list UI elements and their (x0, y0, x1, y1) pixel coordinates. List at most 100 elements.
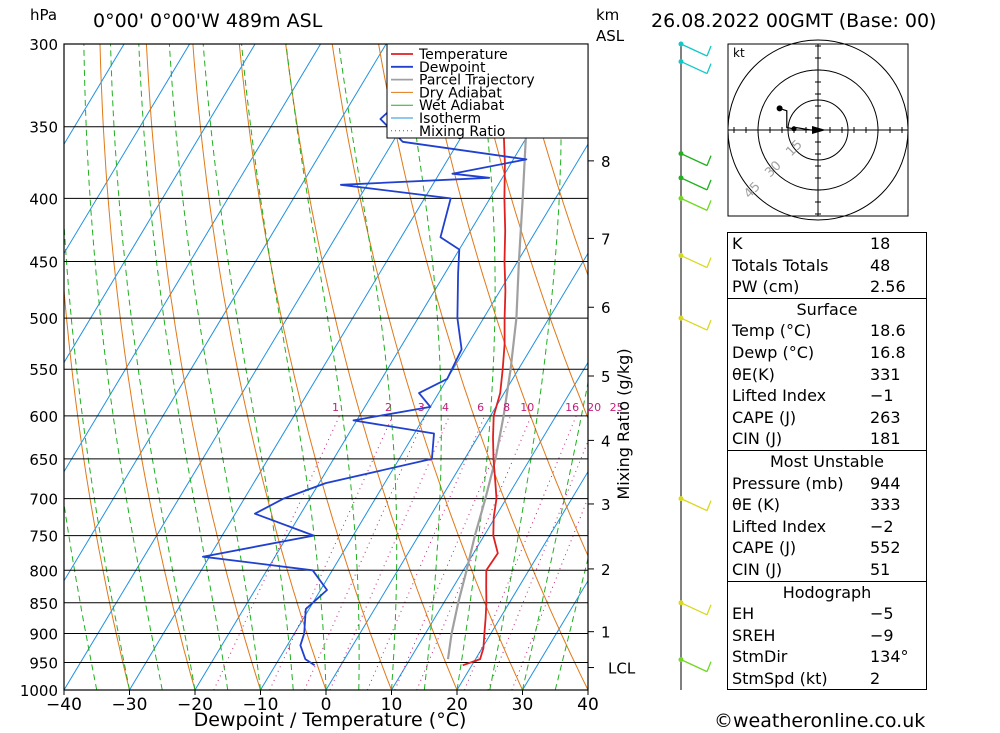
index-value: −9 (870, 625, 894, 645)
pressure-tick-label: 500 (29, 310, 58, 328)
mixing-ratio-axis-label: Mixing Ratio (g/kg) (614, 348, 633, 499)
dry-adiabat-line (927, 26, 1000, 690)
legend-label: Mixing Ratio (419, 124, 505, 140)
wind-barb-shaft (680, 498, 708, 512)
dry-adiabat-line (238, 44, 392, 690)
index-value: 331 (870, 364, 901, 384)
wind-barb-shaft (680, 659, 708, 673)
index-row: CAPE (J) 552 (728, 537, 927, 559)
height-tick-label: 3 (601, 496, 611, 514)
wind-barb-flag (706, 661, 712, 672)
index-label: CIN (J) (732, 559, 783, 579)
x-tick-label: 40 (577, 695, 599, 715)
dry-adiabat-line (99, 44, 196, 690)
dry-adiabat-line (64, 284, 130, 690)
index-label: StmDir (732, 647, 788, 667)
index-row: Temp (°C) 18.6 (728, 320, 927, 342)
index-value: 16.8 (870, 342, 906, 362)
index-row: Lifted Index −1 (728, 385, 927, 407)
dry-adiabat-line (285, 44, 458, 690)
section-title-row: Most Unstable (728, 450, 927, 472)
wind-barb-flag (706, 179, 712, 191)
index-row: θE(K) 331 (728, 364, 927, 386)
index-value: 552 (870, 538, 901, 558)
pressure-tick-label: 350 (29, 119, 58, 137)
pressure-tick-label: 400 (29, 190, 58, 208)
wet-adiabat-line (338, 44, 398, 690)
index-value: −1 (870, 386, 894, 406)
mixing-ratio-line (511, 496, 588, 690)
x-axis-label: Dewpoint / Temperature (°C) (194, 709, 467, 731)
height-tick-label: 4 (601, 432, 611, 450)
legend-label: Wet Adiabat (419, 98, 505, 114)
index-label: PW (cm) (732, 277, 800, 297)
legend-box (386, 43, 589, 139)
pressure-tick-label: 1000 (20, 682, 58, 700)
wet-adiabat-line (522, 379, 588, 690)
wet-adiabat-line (285, 44, 360, 690)
pressure-tick-label: 450 (29, 254, 58, 272)
index-label: θE(K) (732, 364, 775, 384)
wind-barb-flag (706, 604, 712, 616)
mixing-ratio-label: 4 (442, 401, 449, 414)
index-label: K (732, 234, 743, 253)
legend-label: Dewpoint (419, 60, 486, 76)
isotherm-line (456, 470, 588, 690)
index-value: 2 (870, 668, 881, 688)
most-unstable-indices: Most Unstable Pressure (mb) 944 θE (K) 333 Li… (727, 449, 927, 582)
height-tick-label: 5 (601, 368, 611, 386)
date-label: 26.08.2022 00GMT (Base: 00) (651, 10, 937, 32)
index-value: 263 (870, 407, 901, 427)
wind-barb-shaft (680, 153, 708, 167)
height-tick-label: 7 (601, 230, 611, 248)
mixing-ratio-labels: 1 2 3 4 6 8 10 16 20 25 (332, 401, 624, 414)
x-tick-label: −10 (243, 695, 279, 715)
isotherm-line (194, 44, 584, 690)
index-value: 333 (870, 495, 901, 515)
legend-label: Isotherm (419, 111, 481, 127)
index-label: EH (732, 604, 755, 624)
dry-adiabat-line (973, 26, 1000, 690)
index-row: StmDir 134° (728, 646, 927, 668)
height-tick-label: 2 (601, 561, 611, 579)
wet-adiabat-line (489, 44, 562, 690)
index-value: 134° (870, 647, 909, 667)
index-row: CIN (J) 51 (728, 559, 927, 581)
isotherm-line (64, 44, 125, 146)
isotherm-line (391, 361, 588, 690)
x-tick-label: −40 (46, 695, 82, 715)
isotherm-line (64, 44, 256, 364)
km-label: km (596, 6, 620, 24)
index-value: −2 (870, 516, 894, 536)
hodograph-point (791, 126, 797, 132)
index-label: θE (K) (732, 495, 780, 515)
isotherm-line (325, 252, 588, 690)
isotherm-line (64, 44, 387, 582)
mixing-ratio-label: 16 (565, 401, 579, 414)
wet-adiabat-line (202, 44, 294, 690)
pressure-unit: hPa (30, 6, 58, 24)
wind-barb-shaft (680, 43, 708, 57)
index-row: K 18 (728, 233, 927, 255)
legend-label: Dry Adiabat (419, 85, 502, 101)
index-row: EH −5 (728, 603, 927, 625)
dry-adiabat-line (517, 44, 588, 277)
wind-barb-shaft (680, 602, 708, 616)
wind-barb-flag (706, 45, 712, 57)
wind-barb-shaft (680, 61, 708, 75)
index-label: StmSpd (kt) (732, 668, 828, 688)
section-title-row: Hodograph (728, 581, 927, 603)
mixing-ratio-line (487, 439, 588, 690)
mixing-ratio-label: 1 (332, 401, 339, 414)
wind-barb-flag (706, 155, 712, 166)
height-tick-label: LCL (608, 660, 636, 678)
wind-profile (678, 41, 712, 690)
isotherm-line (260, 143, 588, 690)
index-row: CIN (J) 181 (728, 428, 927, 450)
x-tick-label: 10 (381, 695, 403, 715)
index-value: 51 (870, 559, 891, 579)
wind-barb-shaft (680, 177, 708, 191)
